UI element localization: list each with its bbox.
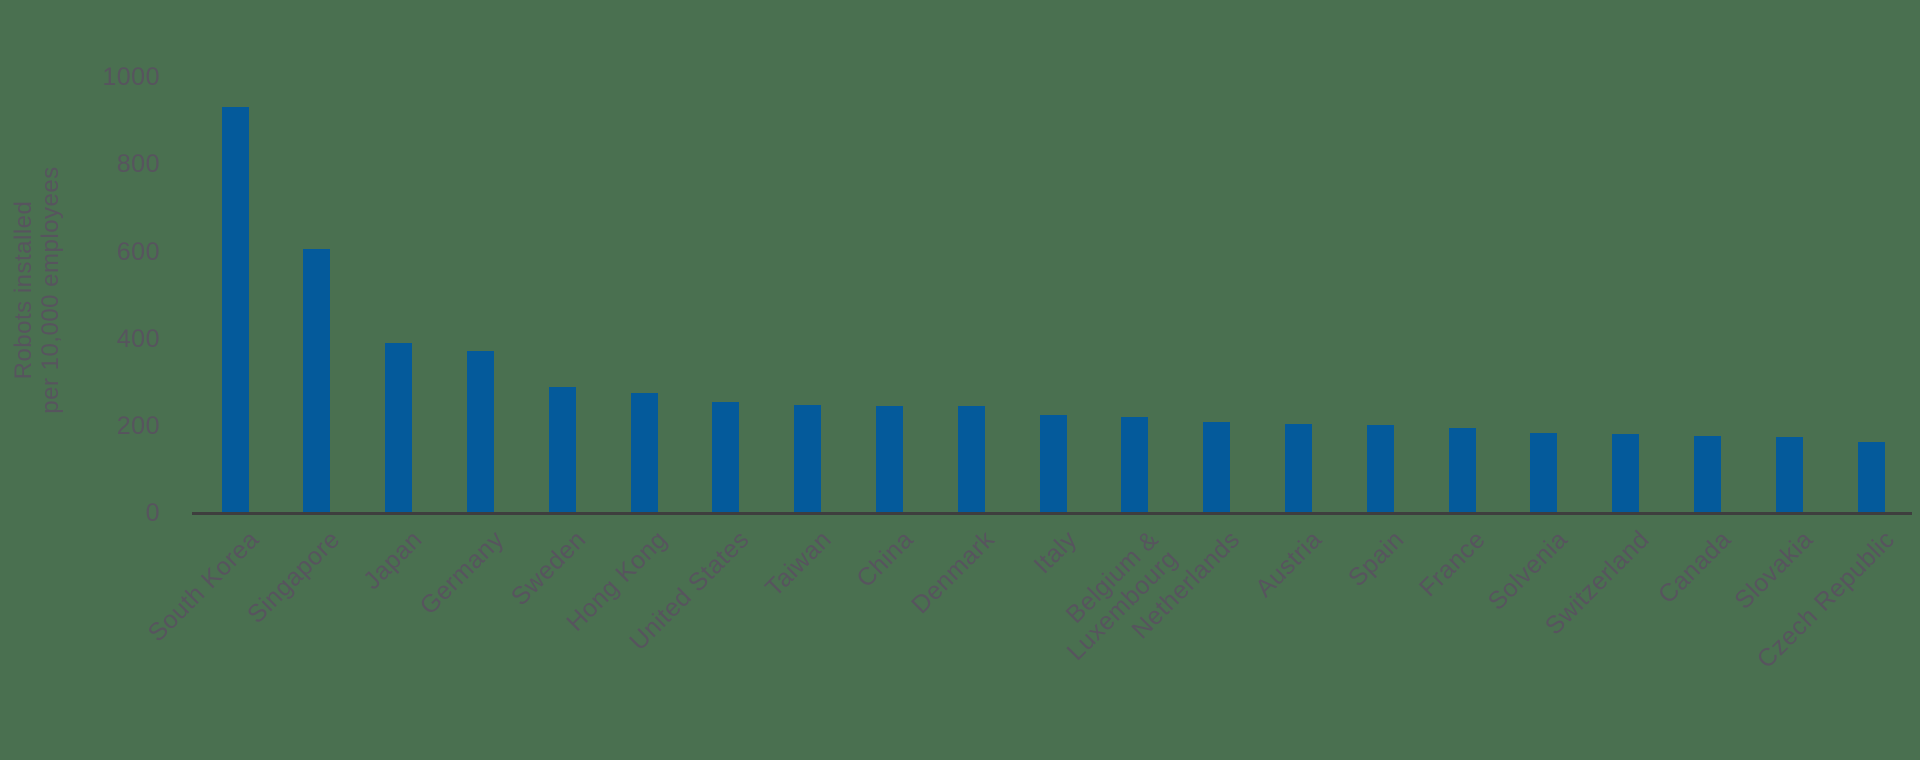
x-tick-label: France [1414, 525, 1492, 603]
y-tick-label: 400 [116, 324, 160, 353]
bar [1858, 442, 1885, 513]
bar [549, 387, 576, 513]
bar [958, 406, 985, 513]
bar [1530, 433, 1557, 513]
bar [467, 351, 494, 513]
bar [1776, 437, 1803, 513]
bar [385, 343, 412, 513]
bar [876, 406, 903, 513]
bar [1040, 415, 1067, 513]
y-tick-label: 1000 [102, 63, 160, 92]
x-tick-label: South Korea [142, 525, 265, 648]
x-tick-label: Italy [1028, 525, 1083, 580]
bar [1694, 436, 1721, 513]
x-tick-label: Germany [414, 525, 510, 621]
x-axis-line [192, 512, 1912, 515]
y-tick-label: 600 [116, 237, 160, 266]
y-tick-label: 0 [145, 499, 160, 527]
x-tick-label: Canada [1652, 525, 1737, 610]
bar [712, 402, 739, 513]
x-tick-label: Spain [1342, 525, 1410, 593]
x-tick-label: Austria [1250, 525, 1328, 603]
y-tick-label: 800 [116, 150, 160, 179]
x-tick-label: Denmark [906, 525, 1001, 620]
bar [1121, 417, 1148, 513]
bar [1203, 422, 1230, 513]
bar [1285, 424, 1312, 513]
bar [1612, 434, 1639, 513]
x-tick-label: China [850, 525, 919, 594]
x-tick-label: Taiwan [759, 525, 837, 603]
bar [1367, 425, 1394, 513]
bar [1449, 428, 1476, 513]
bar [303, 249, 330, 513]
bar [631, 393, 658, 513]
x-tick-label: Japan [357, 525, 428, 596]
y-tick-label: 200 [116, 411, 160, 440]
bar [794, 405, 821, 513]
bar [222, 107, 249, 513]
